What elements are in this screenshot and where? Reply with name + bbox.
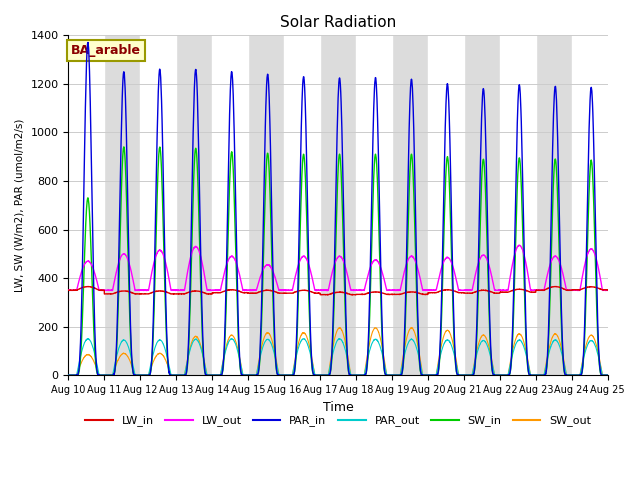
- Bar: [68, 36, 104, 375]
- Bar: [536, 36, 572, 375]
- Bar: [248, 36, 284, 375]
- Bar: [464, 36, 500, 375]
- Y-axis label: LW, SW (W/m2), PAR (umol/m2/s): LW, SW (W/m2), PAR (umol/m2/s): [15, 119, 25, 292]
- Bar: [428, 36, 464, 375]
- Bar: [176, 36, 212, 375]
- Bar: [140, 36, 176, 375]
- Text: BA_arable: BA_arable: [71, 44, 141, 57]
- Bar: [500, 36, 536, 375]
- Bar: [392, 36, 428, 375]
- Legend: LW_in, LW_out, PAR_in, PAR_out, SW_in, SW_out: LW_in, LW_out, PAR_in, PAR_out, SW_in, S…: [81, 411, 596, 431]
- Bar: [320, 36, 356, 375]
- Title: Solar Radiation: Solar Radiation: [280, 15, 396, 30]
- Bar: [572, 36, 608, 375]
- Bar: [104, 36, 140, 375]
- X-axis label: Time: Time: [323, 400, 353, 413]
- Bar: [212, 36, 248, 375]
- Bar: [356, 36, 392, 375]
- Bar: [284, 36, 320, 375]
